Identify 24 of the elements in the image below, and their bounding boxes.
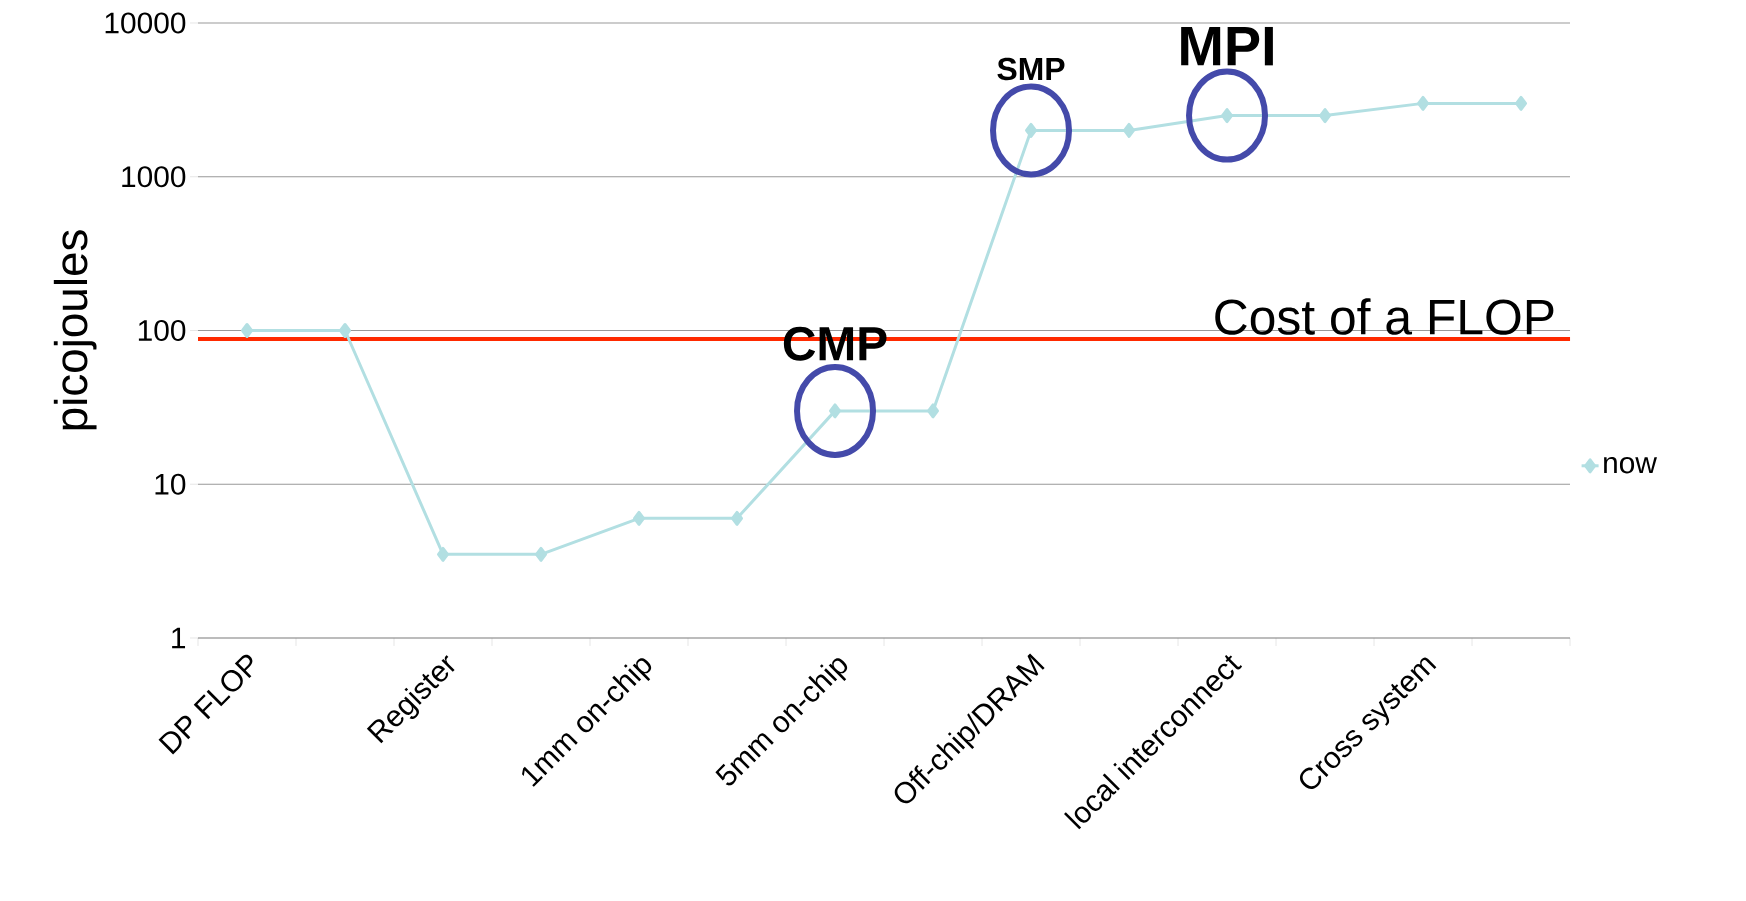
- point: [731, 510, 744, 526]
- point: [927, 403, 940, 419]
- annotation: MPI: [1181, 26, 1273, 66]
- annotation: SMP: [997, 57, 1065, 81]
- point: [829, 403, 842, 419]
- point: [1025, 122, 1038, 138]
- y-tick-label: 1000: [122, 166, 186, 188]
- y-tick-label: 100: [138, 319, 186, 342]
- point: [339, 322, 351, 338]
- y-tick-label: 10: [155, 473, 186, 495]
- y-tick-label: 1: [172, 627, 186, 649]
- y-tick-label: 10000: [105, 12, 186, 34]
- point: [1417, 95, 1430, 111]
- point: [1319, 108, 1332, 124]
- point: [1123, 122, 1136, 138]
- y-axis-title: picojoules: [53, 230, 97, 430]
- point: [1515, 95, 1528, 111]
- ref-line-label: Cost of a FLOP: [1215, 298, 1554, 335]
- point: [241, 322, 253, 338]
- point: [1221, 108, 1234, 124]
- legend-label: now: [1604, 457, 1657, 474]
- point: [633, 510, 646, 526]
- point: [535, 546, 548, 562]
- point: [437, 546, 450, 562]
